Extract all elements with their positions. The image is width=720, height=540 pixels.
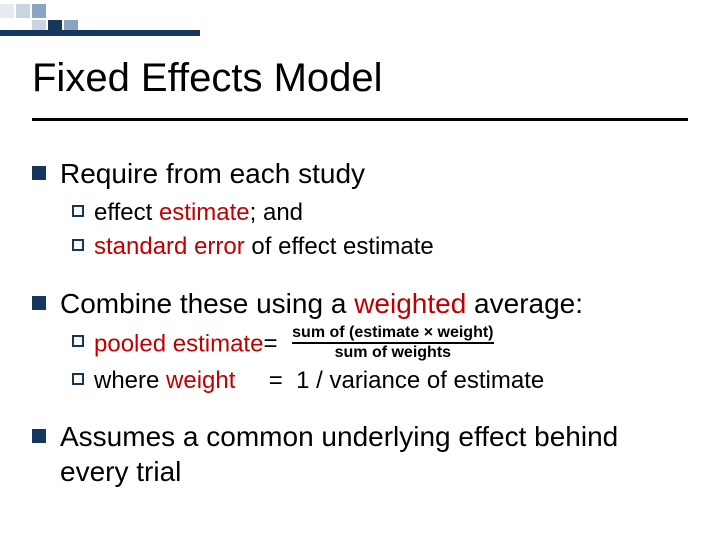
sub-bullets-require: effect estimate; and standard error of e… <box>72 197 688 264</box>
sub-bullet-text: pooled estimate = sum of (estimate × wei… <box>94 327 494 363</box>
hollow-square-bullet-icon <box>72 373 84 385</box>
text-fragment: average: <box>466 288 583 319</box>
text-fragment-red: estimate <box>159 199 250 226</box>
filled-square-bullet-icon <box>32 166 46 180</box>
sub-bullet-text: where weight = 1 / variance of estimate <box>94 365 544 397</box>
sub-bullets-combine: pooled estimate = sum of (estimate × wei… <box>72 327 688 397</box>
equals-sign: = <box>263 328 277 360</box>
filled-square-bullet-icon <box>32 296 46 310</box>
text-fragment-red: weight <box>166 367 235 394</box>
sub-bullet-pooled-estimate: pooled estimate = sum of (estimate × wei… <box>72 327 688 363</box>
text-fragment-red: pooled estimate <box>94 330 263 357</box>
bullet-require: Require from each study <box>32 156 688 191</box>
sub-bullet-text: effect estimate; and <box>94 197 303 229</box>
slide-body: Require from each study effect estimate;… <box>32 156 688 495</box>
text-fragment: = 1 / variance of estimate <box>235 367 544 394</box>
hollow-square-bullet-icon <box>72 335 84 347</box>
fraction-denominator: sum of weights <box>335 345 451 361</box>
text-fragment: of effect estimate <box>245 233 434 260</box>
sub-bullet-text: standard error of effect estimate <box>94 231 434 263</box>
bullet-text: Assumes a common underlying effect behin… <box>60 419 688 489</box>
text-fragment-red: weighted <box>354 288 466 319</box>
text-fragment-red: standard error <box>94 233 245 260</box>
slide-corner-decoration <box>0 0 720 44</box>
fraction-numerator: sum of (estimate × weight) <box>292 325 493 341</box>
sub-bullet-weight-definition: where weight = 1 / variance of estimate <box>72 365 688 397</box>
bullet-text: Combine these using a weighted average: <box>60 286 583 321</box>
hollow-square-bullet-icon <box>72 205 84 217</box>
text-fragment: where <box>94 367 166 394</box>
text-fragment: Combine these using a <box>60 288 354 319</box>
slide-title: Fixed Effects Model <box>32 56 383 101</box>
bullet-text: Require from each study <box>60 156 365 191</box>
bullet-combine: Combine these using a weighted average: <box>32 286 688 321</box>
sub-bullet-effect-estimate: effect estimate; and <box>72 197 688 229</box>
sub-bullet-standard-error: standard error of effect estimate <box>72 231 688 263</box>
title-underline <box>32 118 688 121</box>
text-fragment: ; and <box>250 199 303 226</box>
hollow-square-bullet-icon <box>72 239 84 251</box>
text-fragment: effect <box>94 199 159 226</box>
bullet-assumes: Assumes a common underlying effect behin… <box>32 419 688 489</box>
fraction: sum of (estimate × weight) sum of weight… <box>292 325 493 361</box>
filled-square-bullet-icon <box>32 429 46 443</box>
